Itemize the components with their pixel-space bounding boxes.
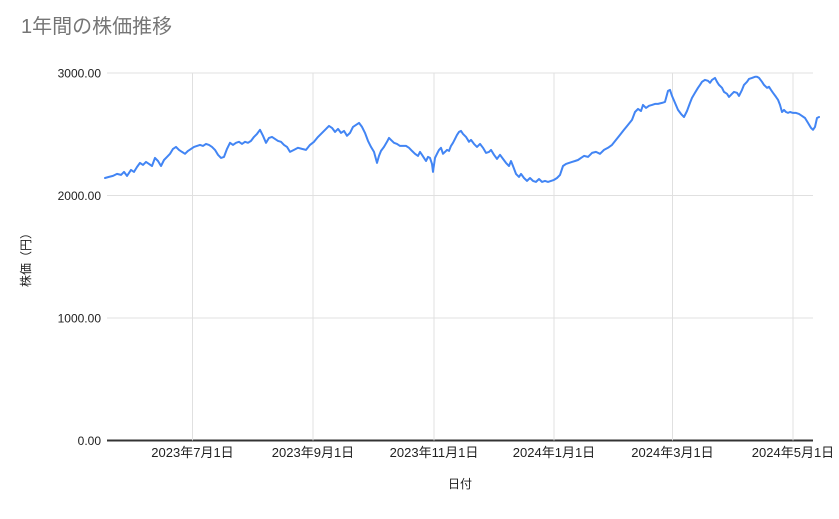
y-tick-label: 3000.00 — [58, 67, 102, 81]
x-tick-label: 2024年1月1日 — [513, 445, 595, 460]
axis-labels-layer: 3000.00 2000.00 1000.00 0.00 2023年7月1日 2023年9… — [58, 67, 835, 461]
x-tick-label: 2023年7月1日 — [151, 445, 233, 460]
y-axis-title: 株価（円） — [18, 227, 33, 287]
x-tick-label: 2023年11月1日 — [390, 445, 479, 460]
x-tick-label: 2023年9月1日 — [272, 445, 354, 460]
y-tick-label: 2000.00 — [58, 189, 102, 203]
x-tick-label: 2024年3月1日 — [631, 445, 713, 460]
chart-title: 1年間の株価推移 — [21, 16, 173, 38]
gridlines-layer — [107, 72, 813, 442]
x-tick-label: 2024年5月1日 — [752, 445, 834, 460]
series-layer — [104, 75, 820, 183]
stock-price-line — [104, 75, 820, 183]
y-tick-label: 0.00 — [78, 434, 102, 448]
x-axis-title: 日付 — [448, 477, 472, 491]
y-tick-label: 1000.00 — [58, 312, 102, 326]
